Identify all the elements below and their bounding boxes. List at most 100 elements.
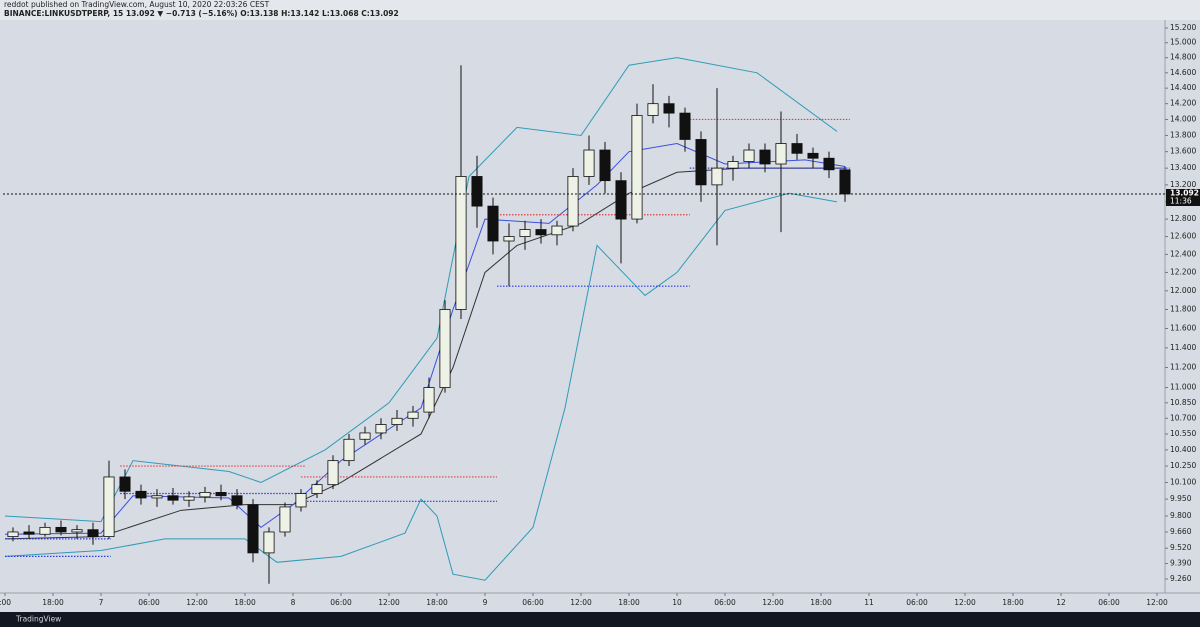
indicator-line [4, 192, 838, 581]
candle-body [743, 149, 755, 162]
x-tick-label: :00 [0, 598, 11, 607]
candle-body [7, 531, 19, 537]
x-tick-label: 18:00 [234, 598, 256, 607]
candle-body [215, 492, 227, 497]
indicator-line [4, 167, 845, 540]
candle-body [663, 103, 675, 114]
candle-body [295, 493, 307, 508]
candle-body [455, 176, 467, 310]
x-tick-label: 06:00 [714, 598, 736, 607]
x-tick-label: 11 [864, 598, 874, 607]
y-tick-label: 11.400 [1170, 343, 1196, 352]
x-tick-label: 18:00 [618, 598, 640, 607]
y-tick-label: 12.800 [1170, 214, 1196, 223]
x-tick-label: 12:00 [570, 598, 592, 607]
x-tick-label: 12:00 [1146, 598, 1168, 607]
y-tick-label: 13.800 [1170, 130, 1196, 139]
footer-bar [0, 612, 1200, 627]
candle-body [599, 149, 611, 182]
y-tick-label: 11.800 [1170, 305, 1196, 314]
candle-body [551, 225, 563, 236]
candle-body [39, 526, 51, 535]
y-tick-label: 12.200 [1170, 267, 1196, 276]
y-tick-label: 10.700 [1170, 413, 1196, 422]
candle-body [263, 531, 275, 554]
x-tick-label: 8 [291, 598, 296, 607]
candle-body [839, 169, 851, 195]
x-tick-label: 12:00 [378, 598, 400, 607]
y-tick-label: 9.800 [1170, 511, 1192, 520]
candle-body [727, 161, 739, 169]
y-tick-label: 9.660 [1170, 527, 1192, 536]
y-tick-label: 9.950 [1170, 494, 1192, 503]
x-tick-label: 06:00 [906, 598, 928, 607]
candle-body [631, 115, 643, 220]
chart-subtitle: BINANCE:LINKUSDTPERP, 15 13.092 ▼ −0.713… [4, 9, 399, 18]
candle-body [135, 490, 147, 499]
candle-body [247, 504, 259, 554]
candle-body [471, 176, 483, 207]
candle-body [71, 529, 83, 533]
candle-body [231, 495, 243, 506]
x-tick-label: 06:00 [522, 598, 544, 607]
candle-body [519, 229, 531, 237]
y-tick-label: 15.000 [1170, 38, 1196, 47]
y-tick-label: 11.600 [1170, 324, 1196, 333]
candle-body [535, 229, 547, 236]
chart-title: reddot published on TradingView.com, Aug… [4, 0, 270, 9]
x-tick-label: 12:00 [954, 598, 976, 607]
y-tick-label: 9.390 [1170, 558, 1192, 567]
x-tick-label: 7 [99, 598, 104, 607]
y-tick-label: 13.400 [1170, 163, 1196, 172]
x-tick-label: 12:00 [762, 598, 784, 607]
candle-body [183, 496, 195, 501]
x-tick-label: 06:00 [330, 598, 352, 607]
y-tick-label: 13.600 [1170, 147, 1196, 156]
candle-body [679, 112, 691, 140]
candle-body [199, 492, 211, 498]
y-tick-label: 10.400 [1170, 445, 1196, 454]
candle-body [55, 526, 67, 533]
candle-body [615, 180, 627, 220]
candle-body [807, 152, 819, 159]
last-price-label: 13.092 [1170, 188, 1199, 197]
candle-body [695, 139, 707, 186]
candle-body [375, 424, 387, 434]
candle-body [343, 438, 355, 462]
candle-body [359, 432, 371, 440]
indicator-line [4, 57, 838, 523]
candle-body [503, 236, 515, 242]
candle-body [23, 531, 35, 535]
candle-body [823, 157, 835, 171]
last-price-box [1166, 188, 1200, 206]
y-tick-label: 10.550 [1170, 429, 1196, 438]
y-tick-label: 9.260 [1170, 574, 1192, 583]
x-tick-label: 18:00 [426, 598, 448, 607]
indicator-line [4, 143, 846, 535]
y-tick-label: 14.800 [1170, 53, 1196, 62]
y-tick-label: 10.850 [1170, 398, 1196, 407]
candle-body [87, 529, 99, 537]
y-tick-label: 14.600 [1170, 68, 1196, 77]
header-bar [0, 0, 1200, 20]
countdown-label: 11:36 [1170, 196, 1192, 205]
y-tick-label: 11.200 [1170, 363, 1196, 372]
y-tick-label: 12.400 [1170, 249, 1196, 258]
candle-body [151, 495, 163, 499]
y-tick-label: 14.200 [1170, 99, 1196, 108]
y-tick-label: 10.100 [1170, 477, 1196, 486]
x-tick-label: 18:00 [810, 598, 832, 607]
candle-body [311, 484, 323, 494]
y-tick-label: 12.600 [1170, 232, 1196, 241]
candle-body [791, 143, 803, 154]
y-tick-label: 12.000 [1170, 286, 1196, 295]
y-tick-label: 10.250 [1170, 461, 1196, 470]
candle-body [167, 495, 179, 501]
candle-body [327, 460, 339, 486]
candle-body [775, 143, 787, 165]
x-tick-label: 9 [483, 598, 488, 607]
candle-body [119, 476, 131, 492]
candle-body [759, 149, 771, 165]
